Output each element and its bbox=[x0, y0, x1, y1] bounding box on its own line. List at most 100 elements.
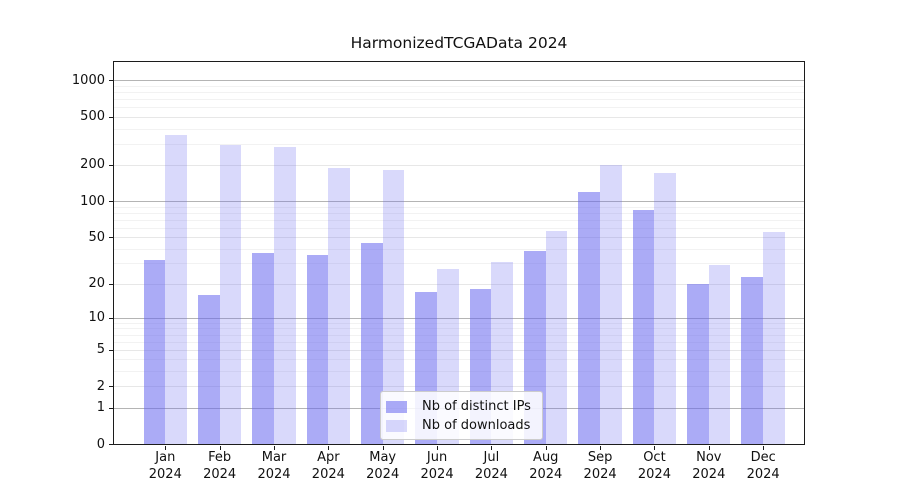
bar-distinct-ips-nov bbox=[687, 283, 709, 444]
y-axis-tick bbox=[109, 201, 113, 202]
legend-label-distinct-ips: Nb of distinct IPs bbox=[422, 399, 531, 414]
gridline bbox=[114, 283, 804, 285]
x-tick-label: Sep 2024 bbox=[583, 450, 617, 482]
x-tick-label: Nov 2024 bbox=[692, 450, 726, 482]
x-axis-tick bbox=[763, 446, 764, 450]
minor-gridline bbox=[114, 219, 804, 221]
bar-distinct-ips-oct bbox=[632, 209, 655, 444]
x-tick-label: Jul 2024 bbox=[474, 450, 508, 482]
minor-gridline bbox=[114, 206, 804, 208]
bar-downloads-may bbox=[382, 170, 405, 444]
y-axis-tick bbox=[109, 408, 113, 409]
x-axis-tick bbox=[437, 446, 438, 450]
bar-downloads-aug bbox=[545, 231, 568, 444]
minor-gridline bbox=[114, 85, 804, 87]
minor-gridline bbox=[114, 227, 804, 229]
legend-label-downloads: Nb of downloads bbox=[422, 418, 531, 433]
x-tick-label: Apr 2024 bbox=[311, 450, 345, 482]
gridline bbox=[114, 164, 804, 166]
minor-gridline bbox=[114, 371, 804, 373]
chart-title: HarmonizedTCGAData 2024 bbox=[350, 34, 568, 52]
legend-swatch-downloads bbox=[386, 419, 407, 432]
y-tick-label: 1000 bbox=[71, 72, 105, 88]
gridline bbox=[114, 349, 804, 351]
minor-gridline bbox=[114, 248, 804, 250]
gridline bbox=[114, 201, 804, 203]
y-axis-tick bbox=[109, 165, 113, 166]
minor-gridline bbox=[114, 212, 804, 214]
bar-distinct-ips-sep bbox=[578, 191, 601, 444]
bar-distinct-ips-feb bbox=[197, 294, 220, 444]
x-tick-label: Feb 2024 bbox=[203, 450, 237, 482]
y-axis-tick bbox=[109, 350, 113, 351]
y-axis-tick bbox=[109, 80, 113, 81]
minor-gridline bbox=[114, 99, 804, 101]
y-tick-label: 20 bbox=[88, 276, 105, 292]
minor-gridline bbox=[114, 263, 804, 265]
legend-row-downloads: Nb of downloads bbox=[386, 416, 536, 435]
bar-downloads-oct bbox=[654, 173, 677, 444]
bar-distinct-ips-mar bbox=[252, 252, 274, 444]
bar-downloads-sep bbox=[600, 164, 622, 444]
x-axis-tick bbox=[491, 446, 492, 450]
x-axis-tick bbox=[654, 446, 655, 450]
bar-downloads-feb bbox=[219, 145, 242, 444]
x-axis-tick bbox=[383, 446, 384, 450]
bar-downloads-apr bbox=[328, 167, 351, 444]
x-tick-label: Dec 2024 bbox=[746, 450, 780, 482]
y-axis-tick bbox=[109, 237, 113, 238]
y-axis-tick bbox=[109, 318, 113, 319]
x-axis-tick bbox=[600, 446, 601, 450]
minor-gridline bbox=[114, 359, 804, 361]
y-tick-label: 50 bbox=[88, 229, 105, 245]
minor-gridline bbox=[114, 128, 804, 130]
minor-gridline bbox=[114, 322, 804, 324]
minor-gridline bbox=[114, 107, 804, 109]
gridline bbox=[114, 386, 804, 388]
bar-downloads-mar bbox=[274, 147, 296, 444]
gridline bbox=[114, 116, 804, 118]
legend-row-distinct-ips: Nb of distinct IPs bbox=[386, 397, 536, 416]
x-tick-label: Jun 2024 bbox=[420, 450, 454, 482]
y-axis-tick bbox=[109, 284, 113, 285]
y-axis-tick bbox=[109, 386, 113, 387]
x-tick-label: Mar 2024 bbox=[257, 450, 291, 482]
x-axis-tick bbox=[274, 446, 275, 450]
bar-downloads-jan bbox=[165, 134, 187, 444]
y-tick-label: 5 bbox=[96, 342, 105, 358]
gridline bbox=[114, 80, 804, 82]
bar-distinct-ips-may bbox=[361, 242, 383, 444]
minor-gridline bbox=[114, 143, 804, 145]
x-tick-label: May 2024 bbox=[366, 450, 400, 482]
minor-gridline bbox=[114, 92, 804, 94]
legend-swatch-distinct-ips bbox=[386, 400, 407, 413]
bar-distinct-ips-jan bbox=[143, 260, 166, 444]
bar-downloads-nov bbox=[708, 265, 731, 444]
y-tick-label: 10 bbox=[88, 310, 105, 326]
x-axis-tick bbox=[709, 446, 710, 450]
x-tick-label: Aug 2024 bbox=[529, 450, 563, 482]
x-axis-tick bbox=[328, 446, 329, 450]
y-tick-label: 2 bbox=[96, 378, 105, 394]
x-axis-tick bbox=[220, 446, 221, 450]
y-tick-label: 100 bbox=[80, 193, 105, 209]
bar-distinct-ips-apr bbox=[306, 255, 329, 444]
y-tick-label: 200 bbox=[80, 157, 105, 173]
x-axis-tick bbox=[165, 446, 166, 450]
gridline bbox=[114, 237, 804, 239]
plot-area bbox=[113, 61, 805, 445]
bar-distinct-ips-dec bbox=[741, 276, 764, 444]
x-axis-tick bbox=[546, 446, 547, 450]
x-tick-label: Oct 2024 bbox=[637, 450, 671, 482]
gridline bbox=[114, 317, 804, 319]
y-axis-tick bbox=[109, 117, 113, 118]
y-tick-label: 0 bbox=[96, 436, 105, 452]
minor-gridline bbox=[114, 334, 804, 336]
minor-gridline bbox=[114, 328, 804, 330]
y-axis-tick bbox=[109, 444, 113, 445]
y-tick-label: 500 bbox=[80, 109, 105, 125]
bar-downloads-dec bbox=[763, 232, 785, 444]
x-tick-label: Jan 2024 bbox=[148, 450, 182, 482]
y-tick-label: 1 bbox=[96, 400, 105, 416]
